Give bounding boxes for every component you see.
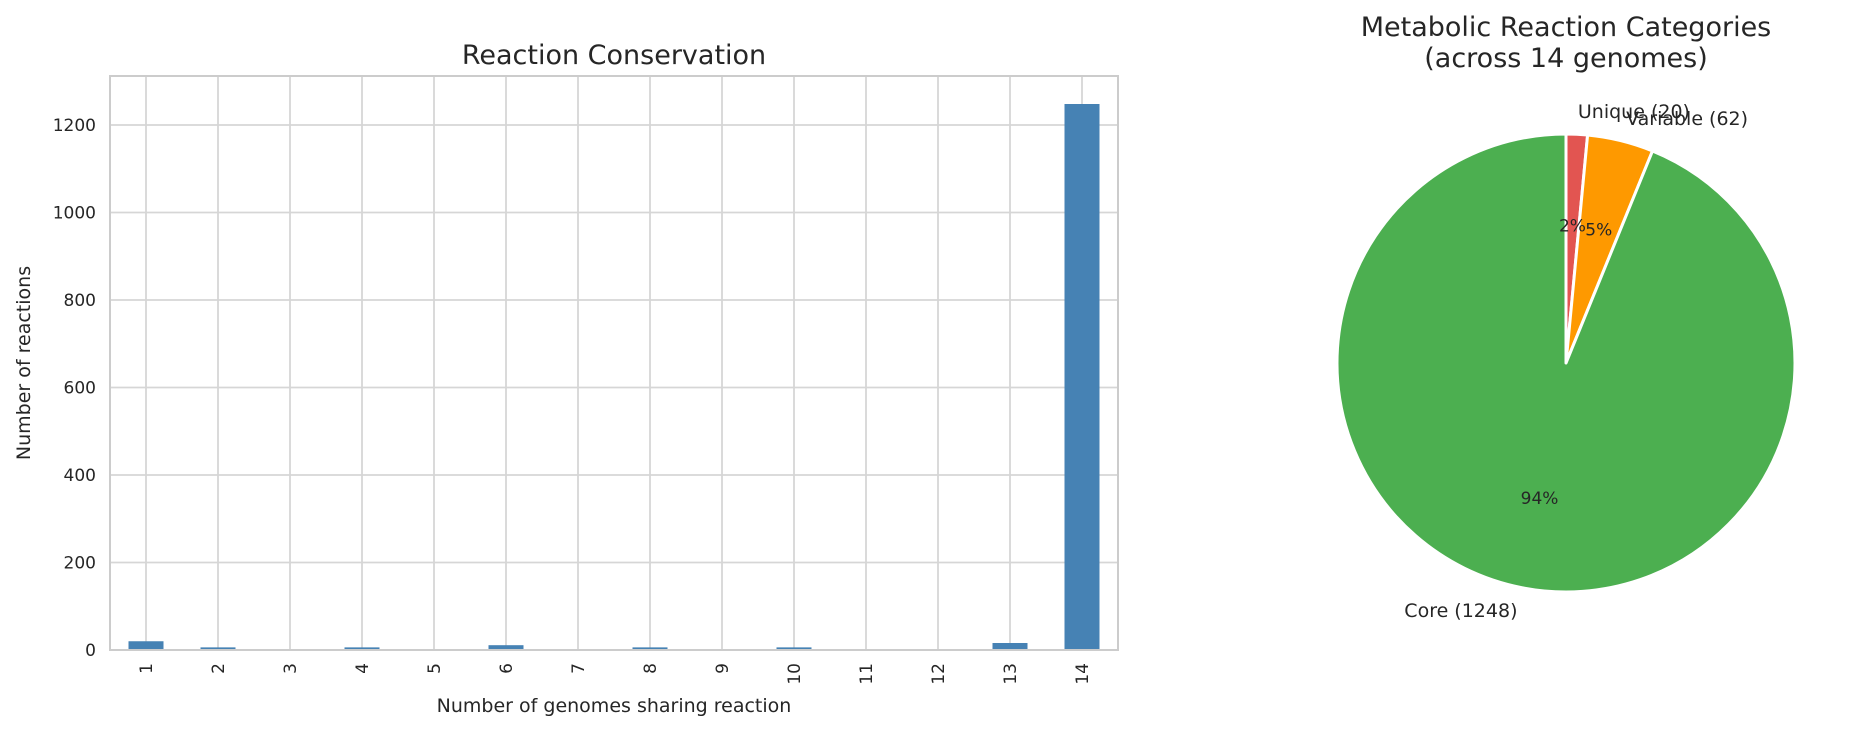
pie-chart: 2% Unique (20) 5% Variable (62) 94% Core (124… [1335,101,1797,622]
x-tick-label: 5 [425,663,445,674]
bar-genomes-6 [488,645,524,650]
bar-genomes-13 [992,643,1028,650]
pie-pct-label: 5% [1585,221,1612,241]
x-tick-label: 10 [785,663,805,685]
pie-pct-label: 94% [1521,489,1559,509]
pie-slice-core [1335,132,1797,594]
bar-genomes-10 [776,647,812,650]
bar-genomes-4 [344,647,380,650]
x-tick-label: 7 [569,663,589,674]
y-tick-label: 800 [64,291,96,311]
x-tick-label: 1 [137,663,157,674]
x-tick-label: 4 [353,663,373,674]
x-tick-label: 13 [1001,663,1021,685]
y-tick-label: 400 [64,466,96,486]
pie-slice-label: Core (1248) [1404,600,1517,622]
pie-pct-label: 2% [1559,217,1586,237]
pie-chart-title-line1: Metabolic Reaction Categories [1360,12,1772,43]
y-tick-label: 200 [64,553,96,573]
bar-genomes-8 [632,647,668,650]
bar-chart-title: Reaction Conservation [461,40,767,71]
pie-chart-figure: 2% Unique (20) 5% Variable (62) 94% Core (124… [1158,0,1867,735]
x-tick-label: 2 [209,663,229,674]
pie-chart-title-line2: (across 14 genomes) [1424,43,1708,74]
y-tick-label: 1000 [53,203,96,223]
y-tick-label: 1200 [53,116,96,136]
bar-genomes-2 [200,647,236,650]
bar-genomes-14 [1064,104,1100,650]
bar-xaxis-label: Number of genomes sharing reaction [436,695,792,717]
bar-yaxis-label: Number of reactions [13,265,35,461]
x-tick-label: 8 [641,663,661,674]
plot-border [109,75,1119,651]
x-tick-label: 6 [497,663,517,674]
x-tick-label: 12 [929,663,949,685]
x-tick-label: 14 [1073,663,1093,685]
pie-slice-label: Variable (62) [1626,108,1748,130]
x-tick-label: 9 [713,663,733,674]
x-tick-label: 3 [281,663,301,674]
y-tick-label: 0 [85,641,96,661]
x-tick-label: 11 [857,663,877,685]
pie-slice-label: Unique (20) [1578,101,1690,123]
bar-genomes-1 [128,641,164,650]
y-tick-label: 600 [64,378,96,398]
